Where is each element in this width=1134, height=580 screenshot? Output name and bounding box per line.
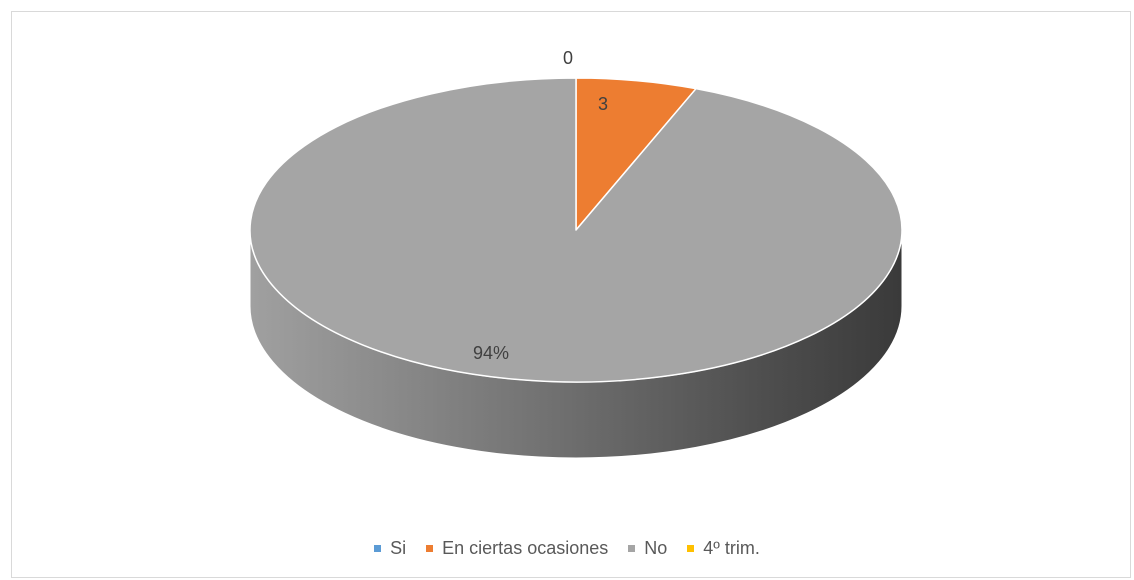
legend-swatch: [628, 545, 636, 552]
data-label-en-ciertas-ocasiones: 3: [598, 94, 609, 114]
chart-border: [11, 11, 1131, 578]
legend-swatch: [426, 545, 434, 552]
legend-item-si: Si: [374, 538, 406, 559]
legend-label: En ciertas ocasiones: [442, 538, 609, 558]
pie-top: [249, 77, 903, 383]
data-label-si: 0: [563, 48, 574, 68]
legend-swatch: [374, 545, 382, 552]
legend-item-no: No: [628, 538, 667, 559]
legend-label: No: [644, 538, 668, 558]
data-label-no: 94%: [473, 343, 510, 363]
legend-swatch: [687, 545, 695, 552]
legend-label: 4º trim.: [703, 538, 760, 558]
legend-item-4-trim: 4º trim.: [687, 538, 760, 559]
pie-slice-no: [249, 77, 903, 383]
pie-slice-en-ciertas-ocasiones: [575, 77, 697, 231]
legend-item-en-ciertas-ocasiones: En ciertas ocasiones: [426, 538, 608, 559]
legend-label: Si: [390, 538, 407, 558]
legend: Si En ciertas ocasiones No 4º trim.: [0, 538, 1134, 559]
